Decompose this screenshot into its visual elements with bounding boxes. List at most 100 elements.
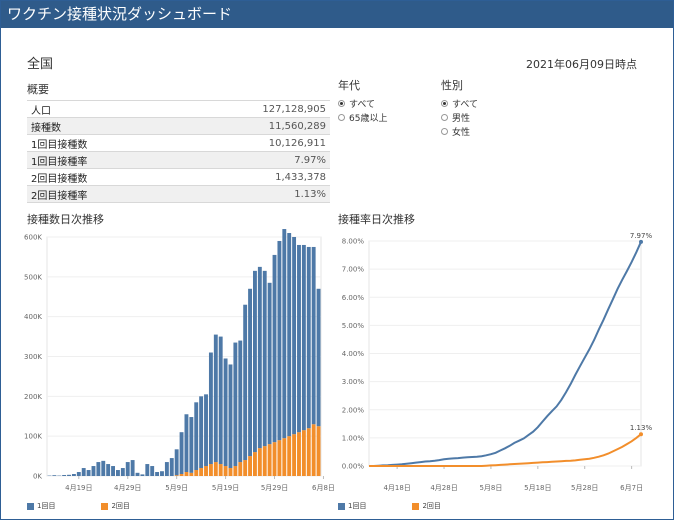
bar-second-dose xyxy=(311,424,316,476)
line-y-tick-label: 4.00% xyxy=(342,350,365,358)
bar-first-dose xyxy=(282,229,287,439)
bar-second-dose xyxy=(253,452,257,476)
sex-option-male[interactable]: 男性 xyxy=(441,110,478,124)
bar-first-dose xyxy=(297,244,301,433)
bar-first-dose xyxy=(208,352,213,465)
bar-second-dose xyxy=(204,466,208,476)
line-second-dose-end-point xyxy=(639,432,643,437)
bar-second-dose xyxy=(277,440,282,476)
bar-chart-legend: 1回目 2回目 xyxy=(27,501,130,511)
bar-first-dose xyxy=(223,358,228,467)
sex-filter-title: 性別 xyxy=(441,79,463,92)
bar-first-dose xyxy=(81,468,86,476)
bar-y-tick-label: 100K xyxy=(24,433,42,441)
bar-first-dose xyxy=(194,402,199,471)
bar-first-dose xyxy=(140,474,145,476)
sex-option-female[interactable]: 女性 xyxy=(441,124,478,138)
line-y-tick-label: 8.00% xyxy=(342,238,365,246)
age-option-65plus[interactable]: 65歳以上 xyxy=(338,110,387,124)
summary-label: 2回目接種数 xyxy=(27,168,155,186)
line-x-tick-label: 5月28日 xyxy=(571,484,598,492)
bar-first-dose xyxy=(116,470,120,476)
bar-second-dose xyxy=(297,432,301,476)
table-row: 人口 127,128,905 xyxy=(27,100,330,118)
as-of-date: 2021年06月09日時点 xyxy=(526,58,637,71)
bar-second-dose xyxy=(218,464,223,476)
bar-second-dose xyxy=(208,464,213,476)
bar-first-dose xyxy=(101,460,106,476)
age-filter-title: 年代 xyxy=(338,79,360,92)
line-first-dose-end-label: 7.97% xyxy=(630,232,653,240)
bar-first-dose xyxy=(62,475,67,476)
line-second-dose-end-label: 1.13% xyxy=(630,424,653,432)
bar-first-dose xyxy=(267,282,272,445)
bar-first-dose xyxy=(257,266,262,449)
bar-second-dose xyxy=(213,462,218,476)
summary-label: 2回目接種率 xyxy=(27,185,155,203)
sex-option-all[interactable]: すべて xyxy=(441,96,478,110)
bar-y-tick-label: 400K xyxy=(24,313,42,321)
bar-first-dose xyxy=(233,342,238,467)
bar-first-dose xyxy=(150,466,155,476)
legend-label: 2回目 xyxy=(111,502,130,510)
bar-second-dose xyxy=(199,468,204,476)
bar-first-dose xyxy=(316,288,321,427)
bar-second-dose xyxy=(233,466,238,476)
summary-label: 接種数 xyxy=(27,117,155,135)
bar-first-dose xyxy=(169,458,174,476)
radio-selected-icon xyxy=(441,99,448,107)
bar-chart-title: 接種数日次推移 xyxy=(27,213,104,226)
bar-second-dose xyxy=(238,462,243,476)
summary-label: 人口 xyxy=(27,100,155,118)
bar-first-dose xyxy=(52,475,57,476)
bar-second-dose xyxy=(194,470,199,476)
line-x-tick-label: 5月8日 xyxy=(479,484,502,492)
line-second-dose xyxy=(369,433,642,467)
option-label: すべて xyxy=(452,99,479,110)
bar-first-dose xyxy=(199,396,204,469)
bar-first-dose xyxy=(96,462,101,476)
bar-second-dose xyxy=(184,472,189,476)
line-x-tick-label: 4月28日 xyxy=(430,484,457,492)
page-title: ワクチン接種状況ダッシュボード xyxy=(1,1,673,28)
bar-second-dose xyxy=(316,426,321,476)
summary-value: 127,128,905 xyxy=(155,100,330,118)
legend-swatch-second xyxy=(412,502,420,510)
bar-second-dose xyxy=(267,444,272,476)
line-y-tick-label: 5.00% xyxy=(342,322,365,330)
bar-first-dose xyxy=(228,364,233,469)
summary-label: 1回目接種率 xyxy=(27,151,155,169)
bar-y-tick-label: 600K xyxy=(24,234,42,242)
bar-first-dose xyxy=(213,334,218,463)
legend-label: 2回目 xyxy=(422,502,441,510)
line-chart-title: 接種率日次推移 xyxy=(338,213,415,226)
bar-first-dose xyxy=(243,304,248,461)
bar-second-dose xyxy=(223,466,228,476)
bar-second-dose xyxy=(292,434,297,476)
bar-second-dose xyxy=(262,446,267,476)
bar-first-dose xyxy=(253,270,257,453)
bar-first-dose xyxy=(130,460,135,476)
bar-first-dose xyxy=(160,471,164,476)
bar-x-tick-label: 4月29日 xyxy=(114,484,141,492)
table-row: 1回目接種数 10,126,911 xyxy=(27,134,330,152)
bar-first-dose xyxy=(262,270,267,447)
bar-first-dose xyxy=(306,246,311,429)
age-option-all[interactable]: すべて xyxy=(338,96,387,110)
bar-second-dose xyxy=(306,428,311,476)
radio-selected-icon xyxy=(338,99,345,107)
summary-label: 1回目接種数 xyxy=(27,134,155,152)
bar-y-tick-label: 0K xyxy=(33,473,42,481)
bar-second-dose xyxy=(287,436,292,476)
bar-first-dose xyxy=(120,468,125,476)
bar-second-dose xyxy=(282,438,287,476)
bar-first-dose xyxy=(111,466,115,476)
bar-x-tick-label: 6月8日 xyxy=(312,484,335,492)
line-y-tick-label: 7.00% xyxy=(342,266,365,274)
bar-first-dose xyxy=(135,472,140,476)
sex-filter: 性別 すべて 男性 女性 xyxy=(441,77,478,138)
bar-y-tick-label: 200K xyxy=(24,393,42,401)
bar-first-dose xyxy=(155,472,160,476)
option-label: 男性 xyxy=(452,113,471,124)
